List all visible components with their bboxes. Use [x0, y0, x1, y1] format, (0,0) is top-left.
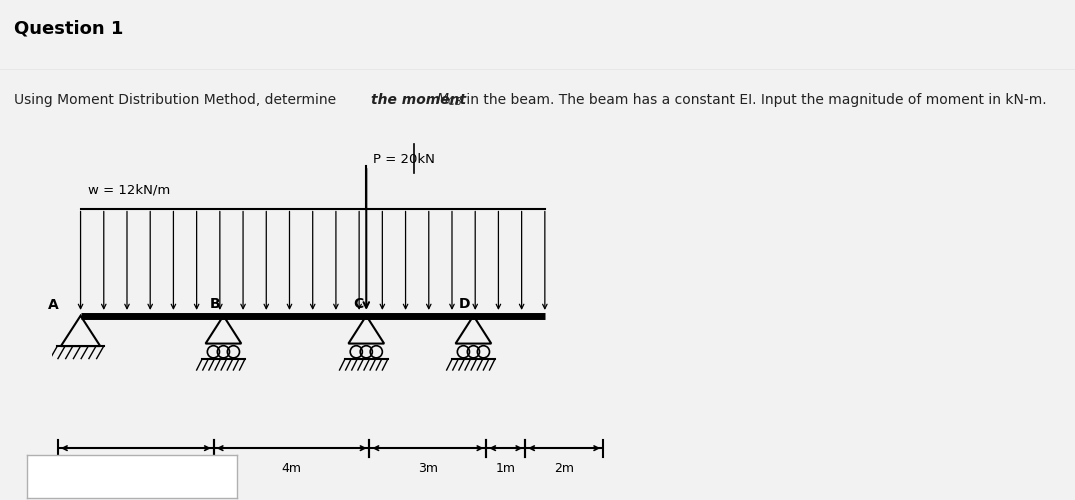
- Text: C: C: [354, 298, 363, 312]
- Text: in the beam. The beam has a constant EI. Input the magnitude of moment in kN-m.: in the beam. The beam has a constant EI.…: [462, 93, 1047, 107]
- Text: Question 1: Question 1: [14, 19, 124, 37]
- Text: D: D: [459, 298, 471, 312]
- Text: 4m: 4m: [126, 462, 146, 474]
- Text: 4m: 4m: [282, 462, 302, 474]
- Text: w = 12kN/m: w = 12kN/m: [88, 183, 170, 196]
- Text: Using Moment Distribution Method, determine: Using Moment Distribution Method, determ…: [14, 93, 341, 107]
- Text: 2m: 2m: [555, 462, 574, 474]
- Text: $\mathbf{\mathit{M_{CB}}}$: $\mathbf{\mathit{M_{CB}}}$: [436, 92, 463, 108]
- Text: the moment: the moment: [372, 93, 472, 107]
- Text: 3m: 3m: [418, 462, 438, 474]
- Text: B: B: [210, 298, 220, 312]
- Text: A: A: [48, 298, 59, 312]
- Text: P = 20kN: P = 20kN: [373, 153, 435, 166]
- Text: 1m: 1m: [496, 462, 516, 474]
